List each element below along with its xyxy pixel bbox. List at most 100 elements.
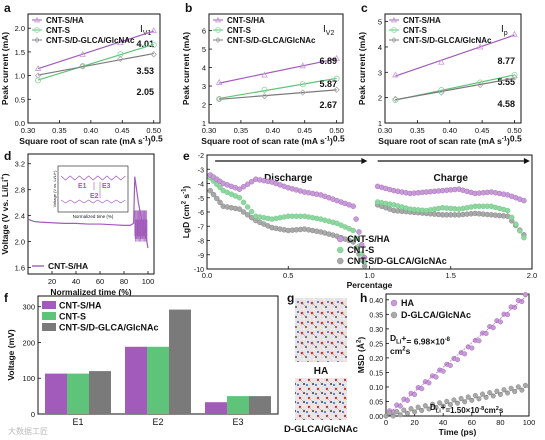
slope-value: 3.53 [136,66,154,76]
y-tick-label: 2.0 [15,238,25,247]
legend-marker [215,27,221,33]
y-axis-label: MSD (Å2) [356,337,366,374]
data-point [505,312,511,318]
voltage-curve [27,176,149,249]
diffusion-annotation-dglca-part: -8 [479,406,484,412]
diffusion-annotation-ha-part: = 6.98×10 [406,336,445,346]
y-axis-label-part: ) [0,173,10,176]
data-point [422,403,428,409]
slope-value: 2.05 [136,87,154,97]
data-point [215,78,223,85]
y-axis-label: LgD (cm2 s-1) [181,186,191,239]
y-tick-label: 0.15 [369,370,383,377]
molecule-image-ha [295,298,347,362]
x-tick-label: 40 [439,418,447,427]
legend-text: CNT-S/HA [403,16,441,25]
x-tick-label: 0.35 [410,126,425,135]
slope-value: 2.67 [319,100,337,110]
corner-label: Ip [501,24,508,37]
y-tick-label: -3 [198,167,204,174]
data-point [214,195,220,202]
x-axis-label-part: -1 [143,137,149,143]
y-tick-label: 0.5 [15,95,25,104]
x-axis-label-part: Square root of scan rate (mA s [378,136,502,146]
data-point [490,325,496,331]
slope-value: 4.01 [136,39,154,49]
x-axis-label-part: Square root of scan rate (mA s [19,136,143,146]
y-axis-label-part: LgD (cm [181,204,191,238]
x-axis-label: Square root of scan rate (mA s-1)0.5 [378,133,522,146]
y-tick-label: 2.8 [15,186,25,195]
legend-text: CNT-S/HA [347,234,390,244]
x-tick-label: 0 [384,418,388,427]
data-point [117,39,124,45]
data-point [216,95,223,103]
diffusion-annotation-dglca-part: cm [484,406,496,415]
legend-text: CNT-S [403,26,428,35]
data-point [34,72,42,79]
data-point [433,374,439,380]
inset-x-label: Normalized time (%) [73,214,114,219]
category-label-part: E1 [72,417,83,427]
y-tick-label: 1.0 [15,72,25,81]
data-point [392,97,399,104]
legend-text: D-GLCA/GlcNAc [401,310,471,320]
legend-marker [390,311,398,319]
data-point [350,203,356,210]
y-tick-label: -6 [198,210,204,217]
x-tick-label: 100 [523,418,536,427]
inset-label: E3 [102,183,111,190]
y-axis-label: Peak current (mA) [181,32,191,105]
bar [169,309,191,414]
data-point [455,357,461,363]
data-point [497,392,503,398]
x-axis-label-part: -1 [325,137,331,143]
diffusion-annotation-dglca-part: s [499,406,504,415]
arrow-head [361,158,368,164]
data-point [419,386,425,392]
panel-label-h: h [360,291,367,305]
data-point [79,62,86,70]
legend-text: CNT-S [227,26,252,35]
data-point [207,187,213,194]
fit-line [385,293,530,417]
data-point [440,368,446,374]
y-tick-label: 2 [202,101,206,110]
fit-line [395,34,515,77]
data-point [512,389,518,395]
y-tick-label: 4 [378,43,382,52]
y-axis-label-part: ) [356,337,366,340]
y-tick-label: 200 [22,338,35,347]
data-point [353,216,359,222]
y-axis-label: Peak current (mA) [0,32,10,105]
data-point [412,392,418,398]
data-point [512,304,518,310]
diffusion-annotation-ha: DLi+= 6.98×10-8 [390,333,451,346]
x-axis-label-part: -1 [502,137,508,143]
data-point [513,221,519,227]
diffusion-annotation-dglca: DLi+=1.50×10-8cm2s [430,403,504,415]
data-point [408,406,414,412]
x-tick-label: 0.45 [297,126,312,135]
legend-marker [391,37,397,43]
corner-label: IV2 [323,24,334,37]
y-tick-label: 0 [31,410,35,419]
panel-label-e: e [183,149,190,163]
y-axis-label: Voltage (mV) [6,329,16,380]
data-point [480,391,486,397]
data-point [404,397,410,403]
diffusion-annotation-ha-part: Li [396,340,402,346]
x-tick-label: 0.50 [507,126,522,135]
data-point [415,404,421,410]
data-point [447,362,453,368]
category-label: E1 [72,417,83,427]
data-point [299,81,306,88]
legend-text: CNT-S/HA [46,16,84,25]
data-point [455,400,461,406]
y-tick-label: -7 [198,224,204,231]
panel-label-c: c [361,1,368,15]
x-axis-label-part: 0.5 [510,133,522,143]
slope-value: 5.87 [319,79,337,89]
legend-text: CNT-S [347,245,374,255]
data-point [522,382,528,388]
